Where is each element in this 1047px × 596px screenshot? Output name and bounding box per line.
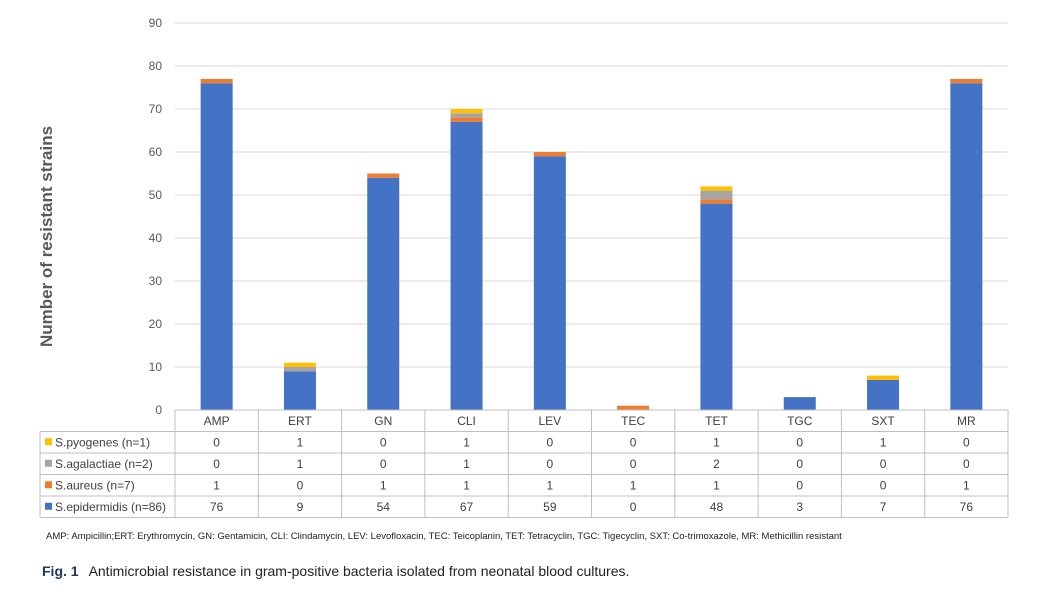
y-tick-label: 40 — [149, 231, 163, 245]
legend-label: S.pyogenes (n=1) — [55, 435, 150, 449]
table-value: 76 — [960, 500, 974, 514]
table-value: 1 — [297, 435, 304, 449]
table-value: 0 — [630, 457, 637, 471]
bar-segment — [450, 109, 483, 114]
table-value: 0 — [796, 478, 803, 492]
table-value: 1 — [713, 478, 720, 492]
table-value: 1 — [713, 435, 720, 449]
legend-swatch — [45, 481, 52, 489]
table-value: 0 — [796, 457, 803, 471]
x-category-label: SXT — [871, 414, 895, 428]
bar-segment — [867, 379, 900, 410]
x-category-label: LEV — [539, 414, 562, 428]
bar-segment — [283, 371, 316, 410]
abbreviations-footnote: AMP: Ampicillin;ERT: Erythromycin, GN: G… — [46, 531, 842, 542]
legend-label: S.epidermidis (n=86) — [55, 500, 166, 514]
table-value: 1 — [630, 478, 637, 492]
y-tick-label: 80 — [149, 59, 163, 73]
bar-segment — [700, 186, 733, 191]
table-value: 0 — [963, 457, 970, 471]
table-value: 7 — [880, 500, 887, 514]
table-value: 1 — [463, 457, 470, 471]
table-value: 1 — [963, 478, 970, 492]
table-value: 1 — [380, 478, 387, 492]
y-tick-label: 60 — [149, 145, 163, 159]
y-tick-label: 0 — [155, 403, 162, 417]
x-category-label: ERT — [288, 414, 312, 428]
table-value: 1 — [547, 478, 554, 492]
table-value: 2 — [713, 457, 720, 471]
y-tick-label: 20 — [149, 317, 163, 331]
x-category-label: TET — [705, 414, 728, 428]
table-value: 3 — [796, 500, 803, 514]
table-value: 0 — [963, 435, 970, 449]
x-category-label: TEC — [621, 414, 645, 428]
table-value: 76 — [210, 500, 224, 514]
y-tick-label: 90 — [149, 16, 163, 30]
bar-segment — [617, 405, 650, 410]
table-value: 0 — [547, 457, 554, 471]
table-value: 67 — [460, 500, 474, 514]
figure-label: Fig. 1 — [42, 563, 79, 579]
bar-segment — [700, 203, 733, 410]
bar-segment — [367, 177, 400, 410]
table-value: 0 — [630, 435, 637, 449]
legend-swatch — [45, 459, 52, 467]
table-value: 1 — [880, 435, 887, 449]
bar-segment — [867, 375, 900, 380]
bar-segment — [367, 173, 400, 178]
figure-caption: Fig. 1 Antimicrobial resistance in gram-p… — [42, 563, 629, 579]
x-category-label: AMP — [204, 414, 230, 428]
bar-segment — [283, 367, 316, 372]
table-value: 54 — [377, 500, 391, 514]
legend-label: S.aureus (n=7) — [55, 478, 135, 492]
table-value: 0 — [630, 500, 637, 514]
table-value: 0 — [880, 478, 887, 492]
x-category-label: MR — [957, 414, 976, 428]
table-value: 0 — [380, 435, 387, 449]
bar-segment — [950, 83, 983, 410]
y-tick-label: 30 — [149, 274, 163, 288]
table-value: 1 — [463, 435, 470, 449]
y-tick-label: 10 — [149, 360, 163, 374]
table-value: 0 — [213, 457, 220, 471]
table-value: 0 — [796, 435, 803, 449]
table-value: 0 — [380, 457, 387, 471]
bar-segment — [450, 113, 483, 118]
legend-swatch — [45, 438, 52, 446]
bar-segment — [450, 121, 483, 411]
bar-segment — [533, 152, 566, 157]
x-category-label: CLI — [457, 414, 476, 428]
table-value: 9 — [297, 500, 304, 514]
table-value: 59 — [543, 500, 557, 514]
table-value: 0 — [297, 478, 304, 492]
bar-segment — [450, 117, 483, 122]
table-value: 48 — [710, 500, 724, 514]
bar-segment — [700, 199, 733, 204]
x-category-label: TGC — [787, 414, 813, 428]
table-value: 0 — [547, 435, 554, 449]
bar-segment — [200, 78, 233, 84]
x-category-label: GN — [374, 414, 392, 428]
y-tick-label: 50 — [149, 188, 163, 202]
y-tick-label: 70 — [149, 102, 163, 116]
table-value: 1 — [213, 478, 220, 492]
legend-label: S.agalactiae (n=2) — [55, 457, 153, 471]
bar-segment — [283, 362, 316, 367]
table-value: 0 — [880, 457, 887, 471]
bar-segment — [950, 78, 983, 84]
table-value: 0 — [213, 435, 220, 449]
table-value: 1 — [463, 478, 470, 492]
figure-caption-text: Antimicrobial resistance in gram-positiv… — [88, 563, 630, 579]
bar-segment — [700, 190, 733, 200]
legend-swatch — [45, 502, 52, 510]
y-axis-label: Number of resistant strains — [37, 126, 56, 347]
table-value: 1 — [297, 457, 304, 471]
bar-segment — [533, 156, 566, 410]
bar-segment — [200, 83, 233, 410]
bar-segment — [783, 397, 816, 410]
